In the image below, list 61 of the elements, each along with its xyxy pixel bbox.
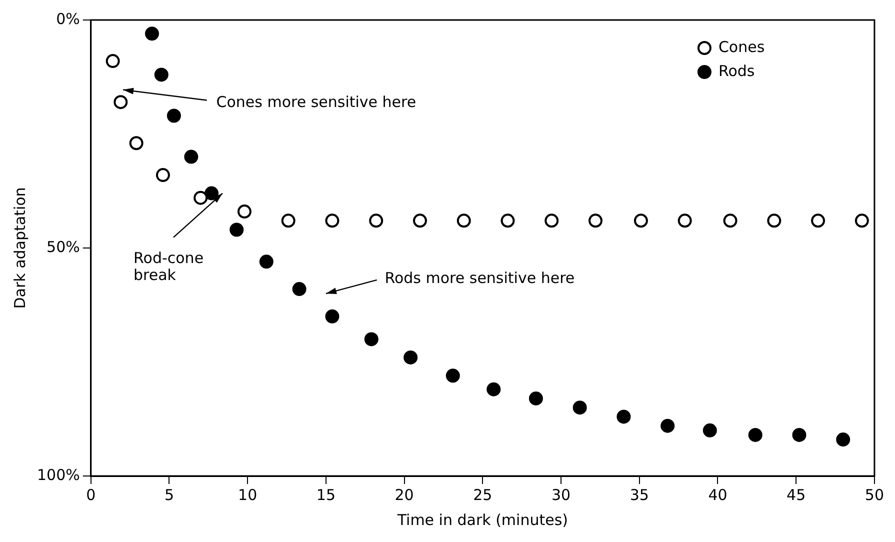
legend-label: Cones xyxy=(718,38,765,56)
point xyxy=(325,214,340,228)
y-axis-title: Dark adaptation xyxy=(10,187,29,309)
point xyxy=(106,54,120,68)
x-tick-label: 10 xyxy=(238,486,258,504)
point xyxy=(364,332,378,346)
x-tick-label: 50 xyxy=(864,486,884,504)
point xyxy=(166,108,181,123)
point xyxy=(446,368,460,383)
point xyxy=(544,214,559,228)
x-tick-label: 15 xyxy=(316,486,336,504)
x-tick-label: 30 xyxy=(551,486,571,504)
point xyxy=(836,432,850,447)
point xyxy=(588,214,603,228)
x-tick-label: 20 xyxy=(394,486,414,504)
x-tick-label: 0 xyxy=(86,486,96,504)
x-tick-label: 40 xyxy=(708,486,728,504)
point xyxy=(572,400,587,415)
point xyxy=(723,214,738,228)
point xyxy=(634,214,648,228)
point xyxy=(702,423,717,438)
y-tick-label: 100% xyxy=(36,466,80,484)
point xyxy=(811,214,826,228)
x-tick-label: 25 xyxy=(473,486,492,504)
point xyxy=(456,214,471,228)
point xyxy=(184,150,198,164)
point xyxy=(154,68,168,82)
x-tick-label: 5 xyxy=(164,486,174,504)
point xyxy=(156,168,170,182)
point xyxy=(237,204,252,219)
point xyxy=(369,214,384,228)
point xyxy=(412,214,427,228)
x-axis-title: Time in dark (minutes) xyxy=(396,510,568,529)
y-tick-label: 0% xyxy=(56,10,80,28)
point xyxy=(616,410,631,424)
annotation: Rod-cone break xyxy=(134,249,204,284)
y-tick-label: 50% xyxy=(46,238,80,256)
annotation: Cones more sensitive here xyxy=(216,92,416,111)
x-tick-label: 45 xyxy=(786,486,806,504)
point xyxy=(792,428,806,442)
point xyxy=(404,350,418,364)
annotation: Rods more sensitive here xyxy=(384,268,575,287)
point xyxy=(486,382,501,396)
point xyxy=(767,214,782,228)
point xyxy=(528,391,543,406)
x-tick-label: 35 xyxy=(630,486,649,504)
point xyxy=(500,214,515,228)
point xyxy=(660,418,675,433)
point xyxy=(678,214,692,228)
point xyxy=(281,214,296,228)
point xyxy=(194,190,208,205)
point xyxy=(854,214,869,228)
point xyxy=(145,26,159,41)
point xyxy=(748,428,762,442)
legend-label: Rods xyxy=(718,62,755,80)
point xyxy=(325,309,340,324)
point xyxy=(230,222,244,237)
point xyxy=(129,136,144,150)
point xyxy=(259,254,274,269)
point xyxy=(114,95,128,110)
point xyxy=(292,282,306,296)
